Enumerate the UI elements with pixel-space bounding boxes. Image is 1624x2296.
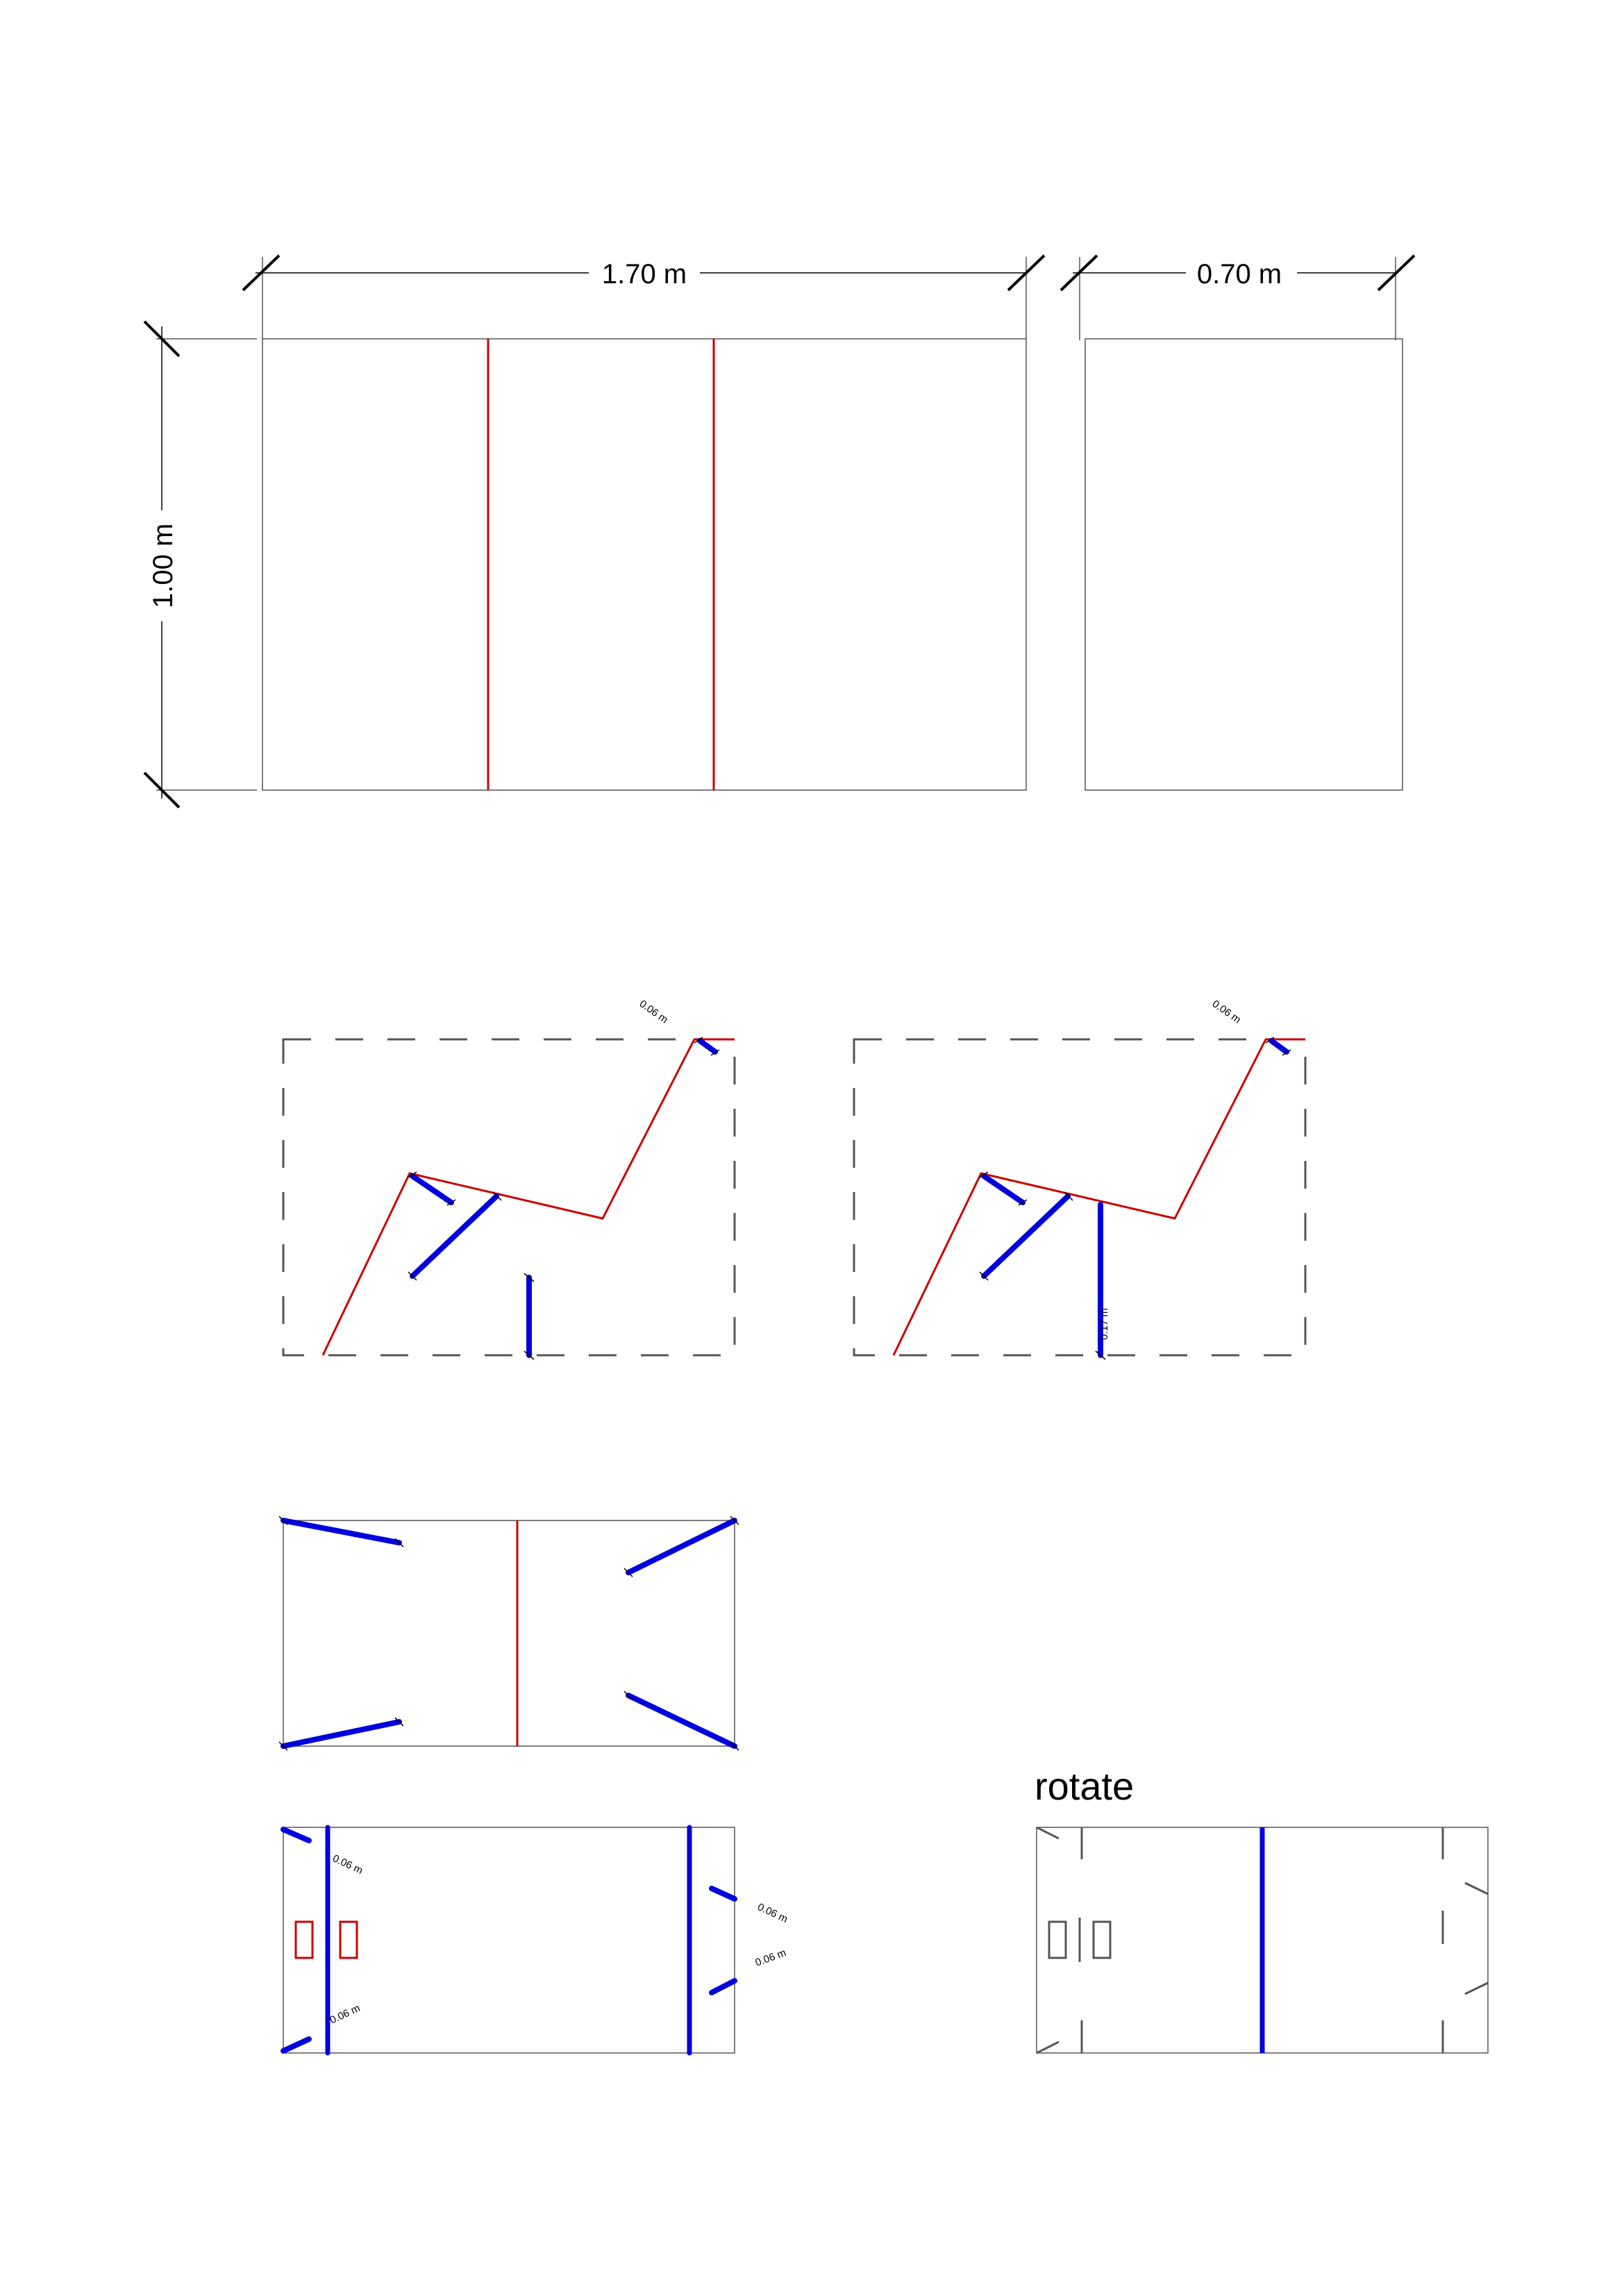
fold-diagram-1: 0.06 m bbox=[282, 998, 736, 1360]
overall-width-label: 1.70 m bbox=[602, 259, 687, 290]
corner-cut-panel bbox=[278, 1516, 739, 1751]
side-panel bbox=[1085, 338, 1403, 791]
marker-right bbox=[339, 1920, 358, 1959]
rotated-panel: rotate bbox=[1035, 1764, 1489, 2054]
top-panels: 1.70 m 0.70 m 1.00 m bbox=[143, 254, 1416, 809]
cut-panel: 0.06 m 0.06 m 0.06 m 0.06 m bbox=[281, 1825, 789, 2056]
corner-offset-label: 0.06 m bbox=[330, 1852, 365, 1877]
height-label: 1.00 m bbox=[148, 523, 178, 608]
side-width-label: 0.70 m bbox=[1197, 259, 1282, 290]
corner-offset-label: 0.06 m bbox=[637, 998, 670, 1025]
corner-offset-label: 0.06 m bbox=[754, 1947, 788, 1969]
vertical-segment-label: 0.17 m bbox=[1098, 1308, 1110, 1340]
main-panel bbox=[262, 338, 1027, 791]
fold-diagram-2: 0.06 m 0.17 m bbox=[853, 998, 1307, 1360]
corner-offset-label: 0.06 m bbox=[755, 1901, 789, 1925]
rotate-label: rotate bbox=[1035, 1764, 1134, 1808]
marker-left bbox=[294, 1920, 314, 1959]
corner-offset-label: 0.06 m bbox=[328, 2002, 362, 2027]
corner-offset-label: 0.06 m bbox=[1210, 998, 1243, 1025]
